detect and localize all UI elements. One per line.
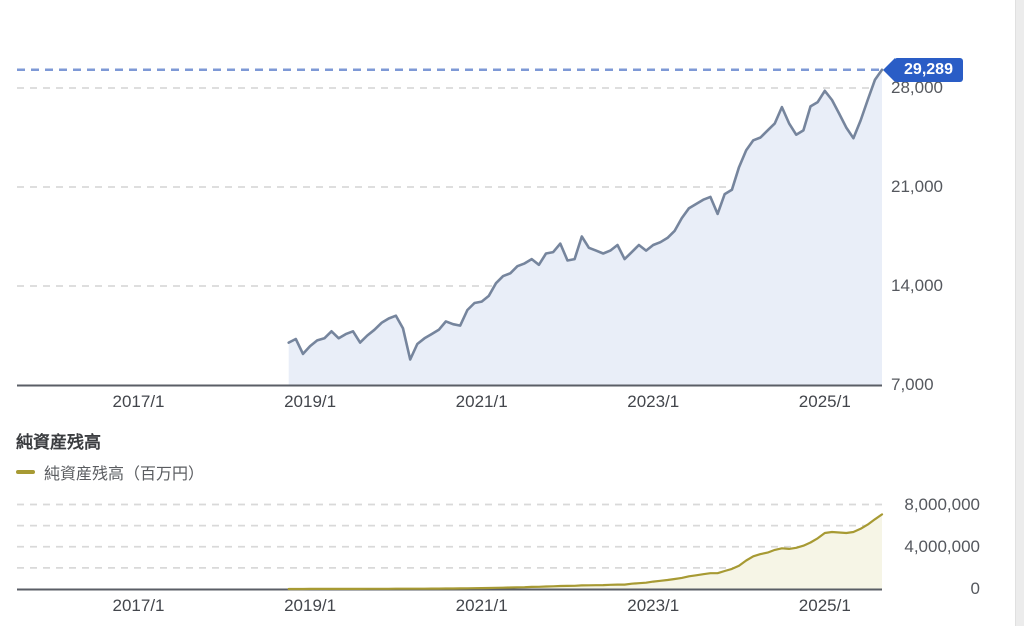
asset-x-tick: 2023/1: [627, 596, 680, 615]
price-x-tick: 2023/1: [627, 392, 680, 411]
net-assets-title: 純資産残高: [16, 433, 101, 452]
current-value-badge-arrow: [883, 57, 895, 82]
asset-y-tick: 4,000,000: [904, 536, 980, 556]
asset-x-tick: 2021/1: [455, 596, 508, 615]
net-assets-legend: 純資産残高（百万円）: [16, 460, 204, 484]
price-y-tick: 28,000: [891, 78, 943, 97]
price-x-tick: 2019/1: [284, 392, 337, 411]
asset-y-tick: 8,000,000: [904, 494, 980, 514]
asset-chart-area-fill: [288, 514, 882, 589]
price-x-tick: 2017/1: [112, 392, 165, 411]
scrollbar-track[interactable]: [1015, 0, 1024, 626]
legend-line-swatch: [16, 470, 35, 474]
asset-x-tick: 2017/1: [112, 596, 165, 615]
price-x-tick: 2021/1: [455, 392, 508, 411]
price-x-tick: 2025/1: [798, 392, 851, 411]
asset-chart-line[interactable]: [287, 513, 884, 591]
asset-y-tick: 0: [970, 579, 980, 598]
asset-x-tick: 2019/1: [284, 596, 337, 615]
price-y-tick: 14,000: [891, 276, 943, 295]
legend-label: 純資産残高（百万円）: [44, 466, 205, 483]
current-value-badge: 29,289: [894, 57, 963, 82]
price-chart-line[interactable]: [287, 68, 884, 361]
price-chart-area-fill: [288, 69, 882, 386]
price-y-tick: 7,000: [891, 375, 934, 394]
price-y-tick: 21,000: [891, 177, 943, 196]
asset-x-tick: 2025/1: [798, 596, 851, 615]
